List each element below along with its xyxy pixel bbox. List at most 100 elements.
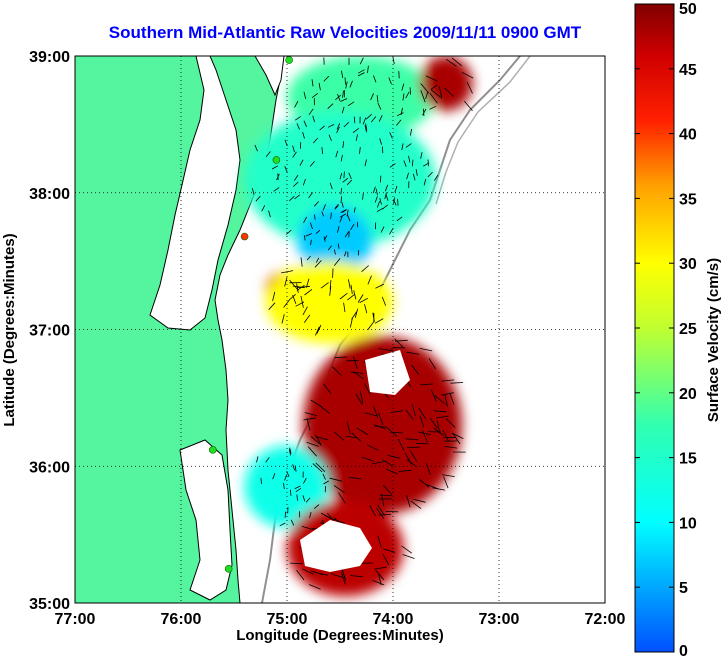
velocity-arrow	[293, 181, 299, 187]
velocity-arrow	[311, 92, 319, 99]
velocity-arrow	[385, 511, 399, 513]
velocity-arrow	[372, 186, 376, 194]
colorbar-tick-label: 0	[679, 643, 688, 659]
velocity-arrow	[315, 434, 322, 446]
velocity-arrow	[384, 184, 389, 192]
velocity-arrow	[350, 371, 364, 374]
y-tick-label: 38:00	[29, 186, 70, 203]
velocity-arrow	[300, 257, 303, 267]
velocity-arrow	[382, 459, 394, 467]
velocity-arrow	[321, 147, 323, 154]
velocity-arrow	[345, 435, 359, 439]
velocity-arrow	[353, 116, 356, 124]
velocity-arrow	[418, 478, 430, 488]
velocity-arrow	[268, 302, 276, 310]
velocity-arrow	[256, 456, 259, 463]
velocity-arrow	[353, 356, 358, 370]
velocity-arrow	[281, 270, 294, 274]
velocity-arrow	[295, 487, 302, 493]
shelf-contour-2	[435, 56, 531, 205]
velocity-arrow	[319, 125, 325, 131]
velocity-arrow	[323, 480, 330, 485]
velocity-arrow	[425, 462, 431, 476]
colorbar-gradient	[634, 3, 675, 653]
velocity-arrow	[306, 441, 319, 447]
velocity-arrow	[452, 433, 461, 445]
velocity-arrow	[342, 177, 349, 183]
velocity-arrow	[433, 410, 447, 413]
velocity-arrow	[305, 278, 310, 288]
velocity-arrow	[377, 535, 382, 548]
velocity-arrow	[392, 56, 395, 65]
velocity-arrow	[367, 321, 374, 330]
velocity-arrow	[359, 57, 364, 65]
velocity-arrow	[419, 415, 425, 428]
velocity-arrow	[322, 473, 326, 480]
velocity-arrow	[377, 102, 382, 110]
velocity-arrow	[422, 108, 427, 116]
velocity-arrow	[334, 431, 345, 441]
velocity-arrow	[303, 417, 317, 421]
velocity-arrow	[411, 364, 420, 376]
colorbar-label: Surface Velocity (cm/s)	[705, 258, 722, 422]
velocity-arrow	[273, 187, 280, 192]
velocity-arrow	[343, 302, 346, 313]
station-marker	[272, 156, 281, 164]
velocity-arrow	[359, 391, 364, 404]
velocity-arrow	[362, 192, 364, 200]
velocity-arrow	[389, 163, 396, 168]
colorbar-tick-label: 10	[679, 515, 697, 532]
station-marker	[209, 446, 217, 454]
velocity-arrow	[380, 226, 385, 233]
velocity-arrow	[265, 151, 271, 157]
velocity-arrow	[430, 84, 438, 90]
velocity-arrow	[401, 83, 405, 91]
colorbar-tick-label: 20	[679, 386, 697, 403]
delaware-bay	[254, 56, 285, 97]
velocity-arrow	[394, 185, 398, 193]
velocity-arrow	[374, 318, 384, 324]
velocity-arrow	[352, 128, 360, 134]
velocity-arrow	[374, 566, 387, 570]
velocity-region-northeast-edge	[419, 56, 473, 111]
velocity-arrow	[289, 279, 298, 290]
velocity-arrow	[355, 393, 363, 405]
velocity-arrow	[332, 366, 342, 376]
velocity-arrow	[309, 511, 312, 519]
velocity-arrow	[304, 288, 313, 296]
velocity-arrow	[412, 173, 416, 181]
velocity-arrow	[364, 383, 371, 395]
velocity-arrow	[350, 223, 355, 231]
velocity-arrow	[382, 204, 388, 210]
velocity-arrow	[378, 412, 384, 425]
velocity-arrow	[251, 188, 255, 195]
velocity-arrow	[294, 194, 300, 200]
velocity-arrow	[374, 196, 378, 203]
velocity-arrow	[327, 103, 334, 109]
velocity-arrow	[382, 548, 396, 553]
station-marker	[240, 232, 249, 241]
velocity-arrow	[397, 438, 405, 451]
velocity-arrow	[442, 429, 449, 442]
velocity-arrow	[376, 201, 381, 208]
velocity-arrow	[442, 474, 455, 477]
velocity-arrow	[290, 562, 303, 565]
velocity-arrow	[315, 257, 320, 263]
velocity-arrow	[358, 69, 365, 74]
velocity-arrow	[419, 348, 433, 352]
velocity-arrow	[289, 196, 295, 202]
velocity-arrow	[307, 446, 317, 457]
velocity-arrow	[389, 228, 394, 235]
velocity-arrow	[393, 199, 397, 206]
velocity-arrow	[323, 236, 326, 242]
velocity-arrow	[318, 82, 321, 91]
velocity-arrow	[429, 417, 438, 429]
data-gap-middle	[365, 350, 410, 395]
velocity-arrow	[370, 116, 377, 123]
velocity-arrow	[348, 476, 362, 480]
velocity-arrow	[390, 431, 403, 434]
velocity-arrow	[350, 284, 353, 295]
velocity-arrow	[296, 494, 298, 501]
velocity-arrow	[353, 371, 364, 380]
velocity-arrow	[372, 580, 385, 586]
